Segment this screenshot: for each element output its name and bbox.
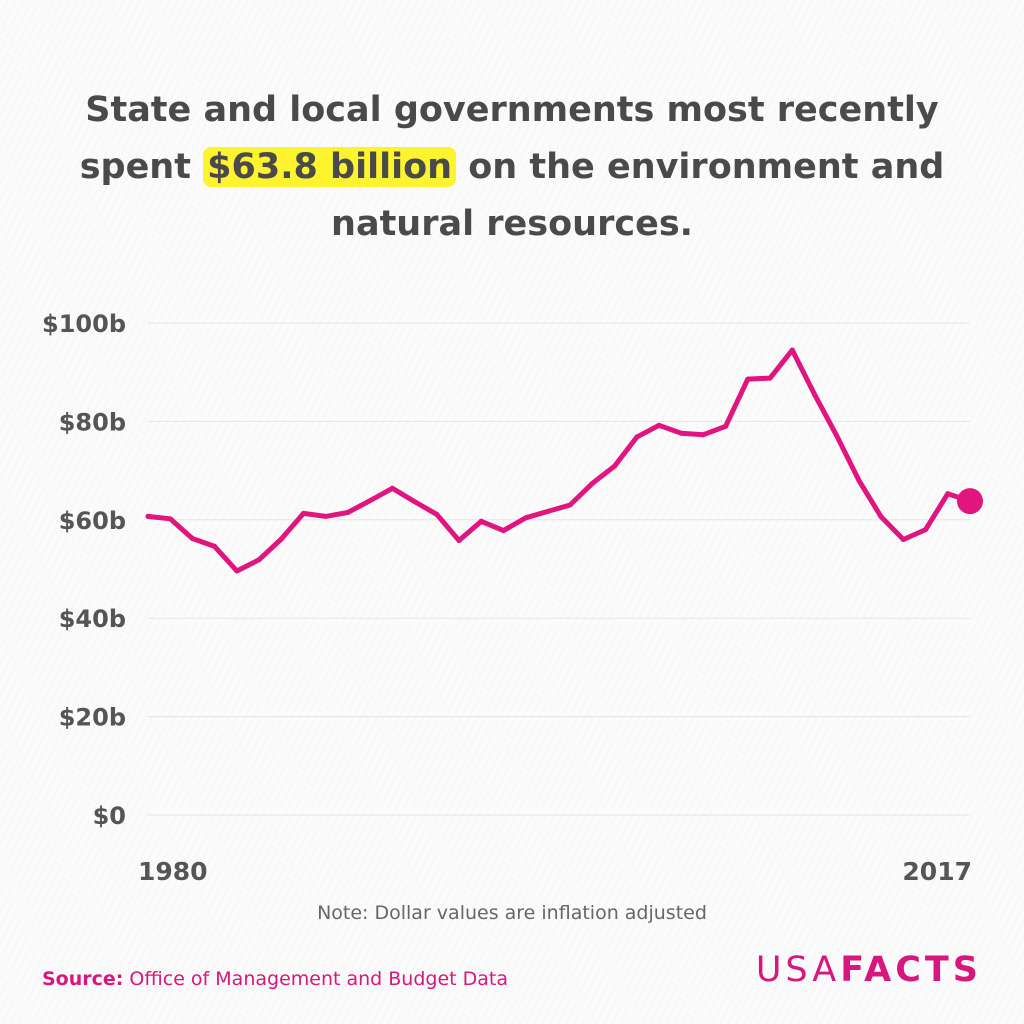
chart-title: State and local governments most recentl… xyxy=(40,82,984,253)
gridlines xyxy=(148,322,970,816)
data-point xyxy=(367,498,373,504)
y-tick-label: $0 xyxy=(93,802,126,830)
data-point xyxy=(256,557,262,563)
y-tick-label: $40b xyxy=(59,605,126,633)
series-line xyxy=(145,347,973,574)
data-point xyxy=(856,477,862,483)
x-axis-ticks: 1980 2017 xyxy=(138,857,972,886)
latest-value-marker xyxy=(957,488,983,515)
usafacts-logo: USAFACTS xyxy=(756,950,982,990)
title-text-after: on the environment and natural resources… xyxy=(331,147,945,244)
x-tick-label: 1980 xyxy=(138,857,208,886)
data-point xyxy=(167,516,173,522)
title-text-before: State and local governments most recentl… xyxy=(79,90,939,187)
data-point xyxy=(834,433,840,439)
data-point xyxy=(545,508,551,514)
data-point xyxy=(434,511,440,517)
title-highlight: $63.8 billion xyxy=(203,147,457,187)
source-label: Source: xyxy=(42,968,124,990)
y-tick-label: $80b xyxy=(59,408,126,436)
logo-part-usa: USA xyxy=(755,950,841,990)
data-point xyxy=(234,568,240,574)
data-point xyxy=(389,485,395,491)
data-point xyxy=(523,515,529,521)
source-line: Source: Office of Management and Budget … xyxy=(42,968,508,990)
y-tick-label: $20b xyxy=(59,704,126,732)
data-point xyxy=(789,347,795,353)
data-point xyxy=(456,537,462,543)
data-point xyxy=(189,535,195,541)
data-point xyxy=(301,510,307,516)
data-point xyxy=(811,391,817,397)
data-point xyxy=(723,423,729,429)
data-point xyxy=(145,513,151,519)
y-axis-ticks: $0 $20b $40b $60b $80b $100b xyxy=(42,310,126,830)
data-point xyxy=(278,536,284,542)
y-tick-label: $100b xyxy=(42,310,126,338)
data-point xyxy=(745,376,751,382)
data-point xyxy=(412,499,418,505)
data-point xyxy=(900,536,906,542)
data-point xyxy=(678,430,684,436)
data-point xyxy=(634,434,640,440)
x-tick-label: 2017 xyxy=(902,857,972,886)
chart-note: Note: Dollar values are inflation adjust… xyxy=(317,902,707,924)
data-point xyxy=(767,375,773,381)
logo-part-facts: FACTS xyxy=(840,950,982,990)
y-tick-label: $60b xyxy=(59,507,126,535)
data-point xyxy=(878,514,884,520)
data-point xyxy=(567,502,573,508)
data-point xyxy=(500,528,506,534)
data-point xyxy=(212,543,218,549)
data-point xyxy=(612,463,618,469)
data-point xyxy=(345,509,351,515)
data-point xyxy=(589,480,595,486)
series xyxy=(145,347,983,574)
data-point xyxy=(656,422,662,428)
data-point xyxy=(923,527,929,533)
data-point xyxy=(478,518,484,524)
data-point xyxy=(700,432,706,438)
source-text: Office of Management and Budget Data xyxy=(123,968,509,990)
data-point xyxy=(323,513,329,519)
data-point xyxy=(945,491,951,497)
